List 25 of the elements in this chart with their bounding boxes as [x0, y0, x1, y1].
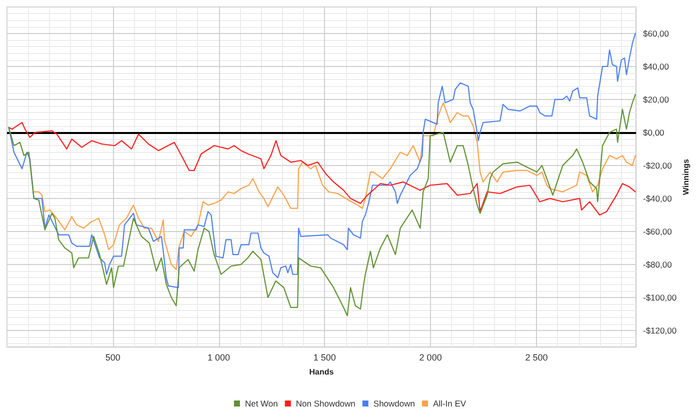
- x-tick-label: 500: [105, 352, 120, 362]
- y-tick-label: $60,00: [643, 28, 670, 38]
- legend-label: Net Won: [244, 398, 278, 408]
- y-tick-label: -$100,00: [643, 292, 677, 302]
- y-axis-title: Winnings: [682, 158, 690, 195]
- y-tick-label: -$20,00: [643, 160, 672, 170]
- y-tick-label: $40,00: [643, 61, 670, 72]
- y-tick-label: -$120,00: [643, 325, 677, 336]
- x-tick-label: 2 000: [419, 352, 442, 362]
- line-series: [8, 122, 636, 216]
- line-series: [33, 102, 636, 270]
- x-tick-label: 1 000: [208, 352, 230, 362]
- legend-label: Showdown: [373, 398, 416, 408]
- x-axis-title: Hands: [309, 368, 334, 376]
- line-series: [8, 32, 636, 288]
- x-tick-label: 2 500: [525, 352, 548, 362]
- line-series: [8, 94, 636, 316]
- legend-label: All-In EV: [432, 398, 466, 408]
- legend-label: Non Showdown: [296, 398, 356, 408]
- y-tick-label: -$60,00: [643, 226, 672, 236]
- x-tick-label: 1 500: [313, 352, 336, 362]
- y-tick-label: -$80,00: [643, 259, 672, 270]
- y-tick-label: $0,00: [643, 127, 665, 138]
- y-tick-label: -$40,00: [643, 193, 672, 204]
- y-tick-label: $20,00: [643, 94, 670, 104]
